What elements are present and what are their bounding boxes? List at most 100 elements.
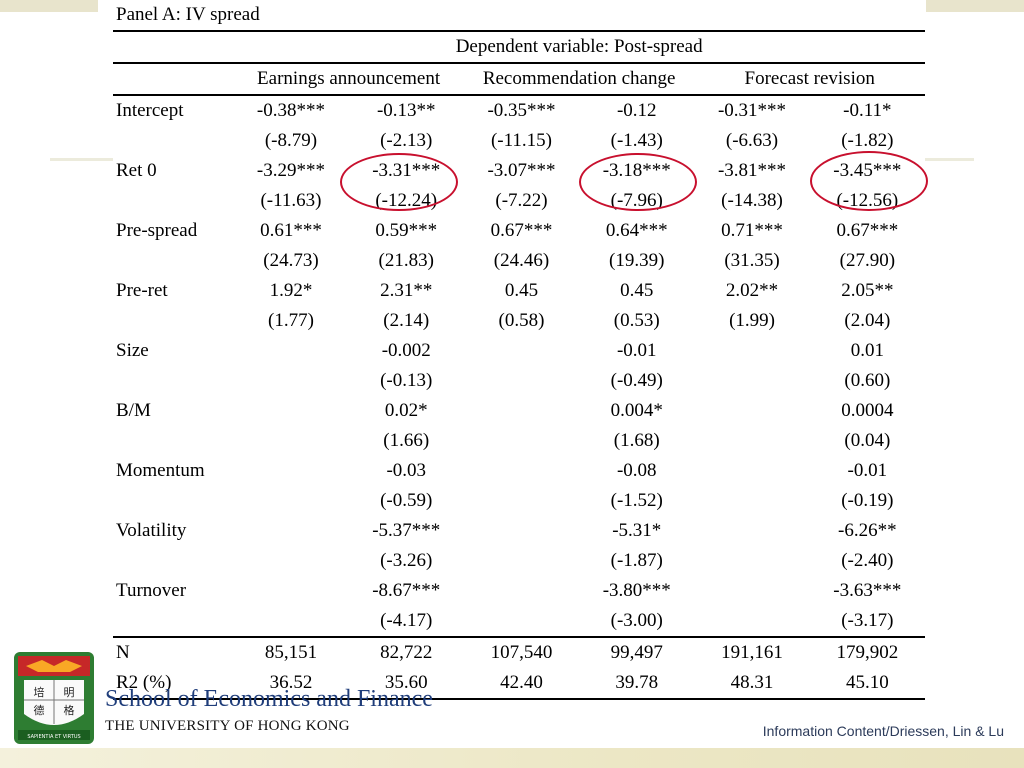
table-cell: 107,540: [463, 636, 580, 668]
table-cell: (2.04): [844, 310, 891, 331]
table-cell: -0.11*: [809, 94, 925, 126]
table-cell: 0.45: [620, 280, 654, 301]
table-cell: (-2.13): [380, 130, 433, 151]
university-name: THE UNIVERSITY OF HONG KONG: [105, 718, 350, 734]
regression-table: Panel A: IV spread Dependent variable: P…: [113, 0, 925, 700]
table-cell: -0.03: [386, 460, 427, 481]
school-name: School of Economics and Finance: [105, 686, 433, 712]
table-cell: (-4.17): [380, 610, 433, 631]
regression-table-container: Panel A: IV spread Dependent variable: P…: [113, 0, 925, 700]
table-row: Pre-spread 0.61*** 0.59*** 0.67*** 0.64*** 0.…: [113, 216, 925, 246]
table-cell: 0.59***: [375, 220, 438, 241]
table-cell: 85,151: [233, 636, 349, 668]
table-cell: (-6.63): [725, 130, 779, 151]
table-cell: (0.04): [844, 430, 891, 451]
table-row: (-8.79) (-2.13) (-11.15) (-1.43) (-6.63) (-1.…: [113, 126, 925, 156]
table-cell: 0.71***: [721, 220, 783, 241]
table-cell: -3.07***: [487, 160, 556, 181]
table-cell: -3.80***: [602, 580, 671, 601]
table-cell: (24.73): [263, 250, 319, 271]
crest-char-1: 培: [34, 685, 45, 699]
table-row: Volatility -5.37*** -5.31* -6.26**: [113, 516, 925, 546]
table-cell: 35.60: [348, 668, 464, 700]
row-label: R2 (%): [113, 668, 234, 700]
crest-char-4: 格: [64, 703, 75, 717]
table-cell: -0.01: [847, 460, 888, 481]
highlight-circle-recommendation: [579, 153, 697, 211]
table-cell: (-1.87): [610, 550, 663, 571]
table-row: Pre-ret 1.92* 2.31** 0.45 0.45 2.02** 2.05**: [113, 276, 925, 306]
summary-row: R2 (%) 36.52 35.60 42.40 39.78 48.31 45.10: [113, 668, 925, 700]
table-cell: (-3.26): [380, 550, 433, 571]
table-cell: (-11.63): [260, 190, 322, 211]
table-cell: [694, 516, 809, 546]
table-cell: (-3.17): [841, 610, 894, 631]
table-cell: -0.35***: [463, 94, 580, 126]
table-row: (1.77) (2.14) (0.58) (0.53) (1.99) (2.04): [113, 306, 925, 336]
row-label: [113, 306, 233, 336]
university-crest-icon: 培 明 德 格 SAPIENTIA ET VIRTUS: [14, 652, 94, 744]
row-label: [113, 426, 233, 456]
table-row: (-4.17) (-3.00) (-3.17): [113, 606, 925, 637]
table-cell: [464, 396, 579, 426]
table-row: Momentum -0.03 -0.08 -0.01: [113, 456, 925, 486]
table-cell: (19.39): [609, 250, 665, 271]
row-label: Turnover: [116, 580, 187, 601]
table-cell: (0.58): [498, 310, 545, 331]
table-cell: [233, 546, 348, 576]
table-cell: 179,902: [809, 636, 925, 668]
table-cell: 2.02**: [725, 280, 779, 301]
table-cell: (21.83): [378, 250, 434, 271]
table-cell: [233, 336, 348, 366]
row-label: Volatility: [116, 520, 187, 541]
table-cell: [694, 366, 809, 396]
table-cell: (1.99): [729, 310, 775, 331]
table-row: (1.66) (1.68) (0.04): [113, 426, 925, 456]
table-cell: 0.02*: [384, 400, 428, 421]
table-cell: [464, 426, 579, 456]
table-cell: (-1.52): [610, 490, 663, 511]
table-cell: (-8.79): [264, 130, 318, 151]
table-cell: [233, 516, 348, 546]
group-header-earnings: Earnings announcement: [233, 62, 464, 95]
table-cell: -5.31*: [612, 520, 662, 541]
table-cell: [233, 366, 348, 396]
table-cell: -0.13**: [348, 94, 464, 126]
table-row: B/M 0.02* 0.004* 0.0004: [113, 396, 925, 426]
crest-char-3: 德: [34, 703, 45, 717]
summary-row: N 85,151 82,722 107,540 99,497 191,161 179,902: [113, 636, 925, 668]
table-cell: (1.77): [268, 310, 314, 331]
table-cell: [464, 486, 579, 516]
highlight-circle-forecast: [810, 151, 928, 211]
table-cell: -0.01: [616, 340, 657, 361]
table-cell: (-0.59): [380, 490, 433, 511]
table-cell: (31.35): [724, 250, 780, 271]
table-cell: -0.002: [381, 340, 431, 361]
table-cell: -8.67***: [372, 580, 441, 601]
highlight-circle-earnings: [340, 153, 458, 211]
table-cell: (2.14): [383, 310, 430, 331]
left-guide-line: [50, 158, 114, 161]
crest-char-2: 明: [64, 686, 75, 699]
table-cell: (1.66): [383, 430, 430, 451]
table-cell: [694, 426, 809, 456]
row-label: B/M: [116, 400, 151, 421]
row-label: [113, 486, 233, 516]
table-cell: -3.63***: [833, 580, 902, 601]
table-cell: (0.60): [844, 370, 891, 391]
dependent-variable-row: Dependent variable: Post-spread: [113, 30, 925, 63]
footer-attribution: Information Content/Driessen, Lin & Lu: [762, 723, 1004, 739]
table-cell: 1.92*: [269, 280, 313, 301]
table-cell: (27.90): [839, 250, 896, 271]
dependent-variable-header: Dependent variable: Post-spread: [233, 30, 925, 63]
table-cell: [233, 456, 348, 486]
table-cell: [694, 396, 809, 426]
panel-title: Panel A: IV spread: [116, 4, 260, 25]
table-cell: [464, 516, 579, 546]
table-cell: [694, 336, 809, 366]
row-label: Size: [116, 340, 149, 361]
table-cell: (-11.15): [490, 130, 552, 151]
table-cell: 2.05**: [841, 280, 894, 301]
table-cell: [233, 486, 348, 516]
top-left-accent: [0, 0, 98, 12]
